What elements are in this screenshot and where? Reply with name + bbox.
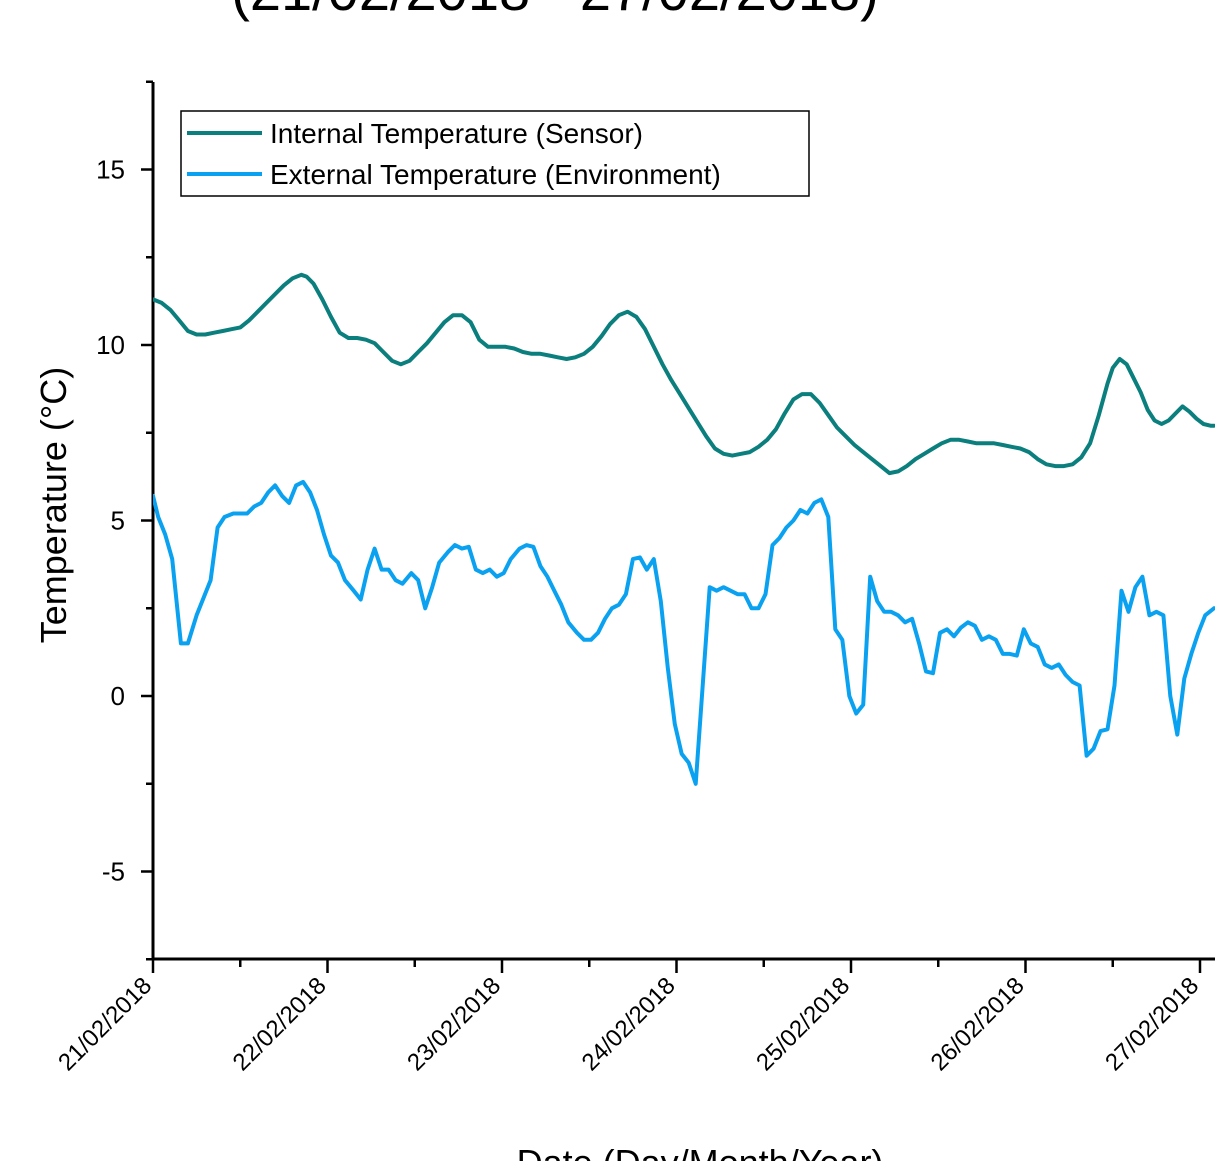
y-tick-label: 10 bbox=[96, 330, 125, 360]
y-axis-label: Temperature (°C) bbox=[33, 367, 74, 643]
x-axis-label: Date (Day/Month/Year) bbox=[517, 1142, 884, 1161]
legend-label-external: External Temperature (Environment) bbox=[270, 159, 721, 190]
chart-title: (21/02/2018 - 27/02/2018) bbox=[231, 0, 879, 22]
legend-label-internal: Internal Temperature (Sensor) bbox=[270, 118, 643, 149]
y-axis: -5 0 5 10 15 bbox=[96, 80, 155, 961]
y-tick-label: 15 bbox=[96, 155, 125, 185]
x-tick-label: 27/02/2018 bbox=[1100, 972, 1204, 1076]
series-line-internal bbox=[153, 272, 1215, 476]
x-tick-label: 25/02/2018 bbox=[751, 972, 855, 1076]
series-line-external bbox=[153, 479, 1215, 786]
y-tick-label: -5 bbox=[102, 857, 125, 887]
x-tick-label: 26/02/2018 bbox=[926, 972, 1030, 1076]
x-tick-label: 22/02/2018 bbox=[228, 972, 332, 1076]
legend: Internal Temperature (Sensor) External T… bbox=[180, 110, 810, 197]
legend-box bbox=[180, 110, 810, 197]
x-tick-label: 24/02/2018 bbox=[577, 972, 681, 1076]
y-tick-label: 0 bbox=[111, 681, 125, 711]
y-tick-label: 5 bbox=[111, 506, 125, 536]
x-tick-label: 21/02/2018 bbox=[53, 972, 157, 1076]
x-axis: 21/02/2018 22/02/2018 23/02/2018 24/02/2018… bbox=[53, 957, 1215, 1076]
x-tick-label: 23/02/2018 bbox=[402, 972, 506, 1076]
plot-area bbox=[153, 272, 1215, 786]
